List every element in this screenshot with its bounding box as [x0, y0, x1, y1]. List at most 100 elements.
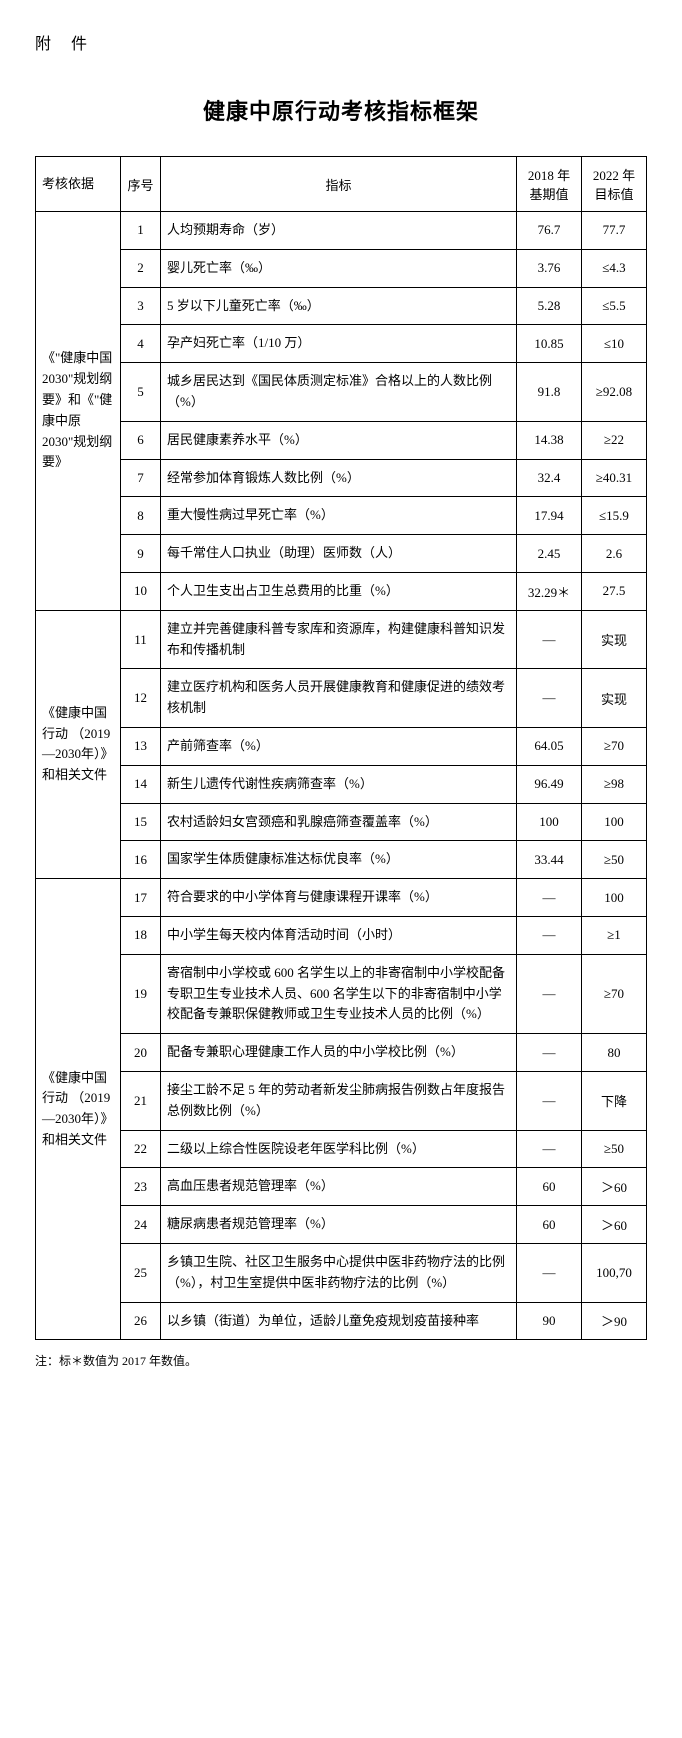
num-cell: 17	[121, 879, 161, 917]
num-cell: 18	[121, 916, 161, 954]
indicator-cell: 糖尿病患者规范管理率（%）	[161, 1206, 517, 1244]
table-row: 《"健康中国2030"规划纲要》和《"健康中原 2030"规划纲要》1人均预期寿…	[36, 212, 647, 250]
num-cell: 12	[121, 669, 161, 728]
header-indicator: 指标	[161, 157, 517, 212]
indicator-cell: 中小学生每天校内体育活动时间（小时）	[161, 916, 517, 954]
table-row: 13产前筛查率（%）64.05≥70	[36, 727, 647, 765]
target-value-cell: ≥50	[582, 841, 647, 879]
table-row: 8重大慢性病过早死亡率（%）17.94≤15.9	[36, 497, 647, 535]
base-value-cell: 14.38	[517, 421, 582, 459]
table-row: 9每千常住人口执业（助理）医师数（人）2.452.6	[36, 535, 647, 573]
base-value-cell: 32.4	[517, 459, 582, 497]
base-value-cell: 60	[517, 1206, 582, 1244]
indicator-cell: 二级以上综合性医院设老年医学科比例（%）	[161, 1130, 517, 1168]
table-row: 24糖尿病患者规范管理率（%）60＞60	[36, 1206, 647, 1244]
table-row: 19寄宿制中小学校或 600 名学生以上的非寄宿制中小学校配备专职卫生专业技术人…	[36, 954, 647, 1033]
num-cell: 14	[121, 765, 161, 803]
assessment-table: 考核依据 序号 指标 2018 年基期值 2022 年目标值 《"健康中国203…	[35, 156, 647, 1340]
indicator-cell: 居民健康素养水平（%）	[161, 421, 517, 459]
base-value-cell: 5.28	[517, 287, 582, 325]
num-cell: 6	[121, 421, 161, 459]
table-row: 18中小学生每天校内体育活动时间（小时）—≥1	[36, 916, 647, 954]
base-value-cell: 17.94	[517, 497, 582, 535]
basis-cell: 《"健康中国2030"规划纲要》和《"健康中原 2030"规划纲要》	[36, 212, 121, 611]
table-row: 25乡镇卫生院、社区卫生服务中心提供中医非药物疗法的比例（%），村卫生室提供中医…	[36, 1243, 647, 1302]
indicator-cell: 高血压患者规范管理率（%）	[161, 1168, 517, 1206]
base-value-cell: 90	[517, 1302, 582, 1340]
table-row: 6居民健康素养水平（%）14.38≥22	[36, 421, 647, 459]
indicator-cell: 5 岁以下儿童死亡率（‰）	[161, 287, 517, 325]
num-cell: 10	[121, 572, 161, 610]
table-row: 10个人卫生支出占卫生总费用的比重（%）32.29＊27.5	[36, 572, 647, 610]
base-value-cell: —	[517, 1243, 582, 1302]
num-cell: 16	[121, 841, 161, 879]
target-value-cell: ≥98	[582, 765, 647, 803]
indicator-cell: 人均预期寿命（岁）	[161, 212, 517, 250]
base-value-cell: —	[517, 879, 582, 917]
base-value-cell: 91.8	[517, 363, 582, 422]
footnote: 注：标＊数值为 2017 年数值。	[35, 1352, 647, 1369]
target-value-cell: 100,70	[582, 1243, 647, 1302]
indicator-cell: 建立医疗机构和医务人员开展健康教育和健康促进的绩效考核机制	[161, 669, 517, 728]
indicator-cell: 以乡镇（街道）为单位，适龄儿童免疫规划疫苗接种率	[161, 1302, 517, 1340]
indicator-cell: 符合要求的中小学体育与健康课程开课率（%）	[161, 879, 517, 917]
target-value-cell: 2.6	[582, 535, 647, 573]
num-cell: 2	[121, 249, 161, 287]
attachment-label: 附 件	[35, 30, 647, 54]
basis-cell: 《健康中国行动 （2019—2030年）》和相关文件	[36, 879, 121, 1340]
base-value-cell: 10.85	[517, 325, 582, 363]
base-value-cell: 33.44	[517, 841, 582, 879]
target-value-cell: ≥50	[582, 1130, 647, 1168]
base-value-cell: 2.45	[517, 535, 582, 573]
base-value-cell: —	[517, 916, 582, 954]
num-cell: 15	[121, 803, 161, 841]
indicator-cell: 农村适龄妇女宫颈癌和乳腺癌筛查覆盖率（%）	[161, 803, 517, 841]
target-value-cell: ≥40.31	[582, 459, 647, 497]
indicator-cell: 个人卫生支出占卫生总费用的比重（%）	[161, 572, 517, 610]
target-value-cell: 实现	[582, 610, 647, 669]
table-row: 26以乡镇（街道）为单位，适龄儿童免疫规划疫苗接种率90＞90	[36, 1302, 647, 1340]
num-cell: 26	[121, 1302, 161, 1340]
num-cell: 25	[121, 1243, 161, 1302]
target-value-cell: ≥1	[582, 916, 647, 954]
indicator-cell: 接尘工龄不足 5 年的劳动者新发尘肺病报告例数占年度报告总例数比例（%）	[161, 1071, 517, 1130]
base-value-cell: —	[517, 1071, 582, 1130]
target-value-cell: 77.7	[582, 212, 647, 250]
indicator-cell: 重大慢性病过早死亡率（%）	[161, 497, 517, 535]
num-cell: 7	[121, 459, 161, 497]
indicator-cell: 乡镇卫生院、社区卫生服务中心提供中医非药物疗法的比例（%），村卫生室提供中医非药…	[161, 1243, 517, 1302]
indicator-cell: 城乡居民达到《国民体质测定标准》合格以上的人数比例（%）	[161, 363, 517, 422]
num-cell: 24	[121, 1206, 161, 1244]
num-cell: 19	[121, 954, 161, 1033]
indicator-cell: 孕产妇死亡率（1/10 万）	[161, 325, 517, 363]
table-row: 4孕产妇死亡率（1/10 万）10.85≤10	[36, 325, 647, 363]
num-cell: 23	[121, 1168, 161, 1206]
table-row: 35 岁以下儿童死亡率（‰）5.28≤5.5	[36, 287, 647, 325]
num-cell: 11	[121, 610, 161, 669]
table-row: 22二级以上综合性医院设老年医学科比例（%）—≥50	[36, 1130, 647, 1168]
header-target-value: 2022 年目标值	[582, 157, 647, 212]
num-cell: 22	[121, 1130, 161, 1168]
num-cell: 9	[121, 535, 161, 573]
num-cell: 20	[121, 1034, 161, 1072]
base-value-cell: —	[517, 1130, 582, 1168]
target-value-cell: 80	[582, 1034, 647, 1072]
target-value-cell: ≥22	[582, 421, 647, 459]
indicator-cell: 婴儿死亡率（‰）	[161, 249, 517, 287]
indicator-cell: 寄宿制中小学校或 600 名学生以上的非寄宿制中小学校配备专职卫生专业技术人员、…	[161, 954, 517, 1033]
indicator-cell: 经常参加体育锻炼人数比例（%）	[161, 459, 517, 497]
table-row: 7经常参加体育锻炼人数比例（%）32.4≥40.31	[36, 459, 647, 497]
target-value-cell: ＞90	[582, 1302, 647, 1340]
num-cell: 21	[121, 1071, 161, 1130]
table-row: 21接尘工龄不足 5 年的劳动者新发尘肺病报告例数占年度报告总例数比例（%）—下…	[36, 1071, 647, 1130]
target-value-cell: ≤15.9	[582, 497, 647, 535]
target-value-cell: 100	[582, 879, 647, 917]
table-row: 《健康中国行动 （2019—2030年）》和相关文件11建立并完善健康科普专家库…	[36, 610, 647, 669]
target-value-cell: ＞60	[582, 1206, 647, 1244]
num-cell: 4	[121, 325, 161, 363]
base-value-cell: 96.49	[517, 765, 582, 803]
num-cell: 3	[121, 287, 161, 325]
indicator-cell: 配备专兼职心理健康工作人员的中小学校比例（%）	[161, 1034, 517, 1072]
table-row: 16国家学生体质健康标准达标优良率（%）33.44≥50	[36, 841, 647, 879]
header-basis: 考核依据	[36, 157, 121, 212]
